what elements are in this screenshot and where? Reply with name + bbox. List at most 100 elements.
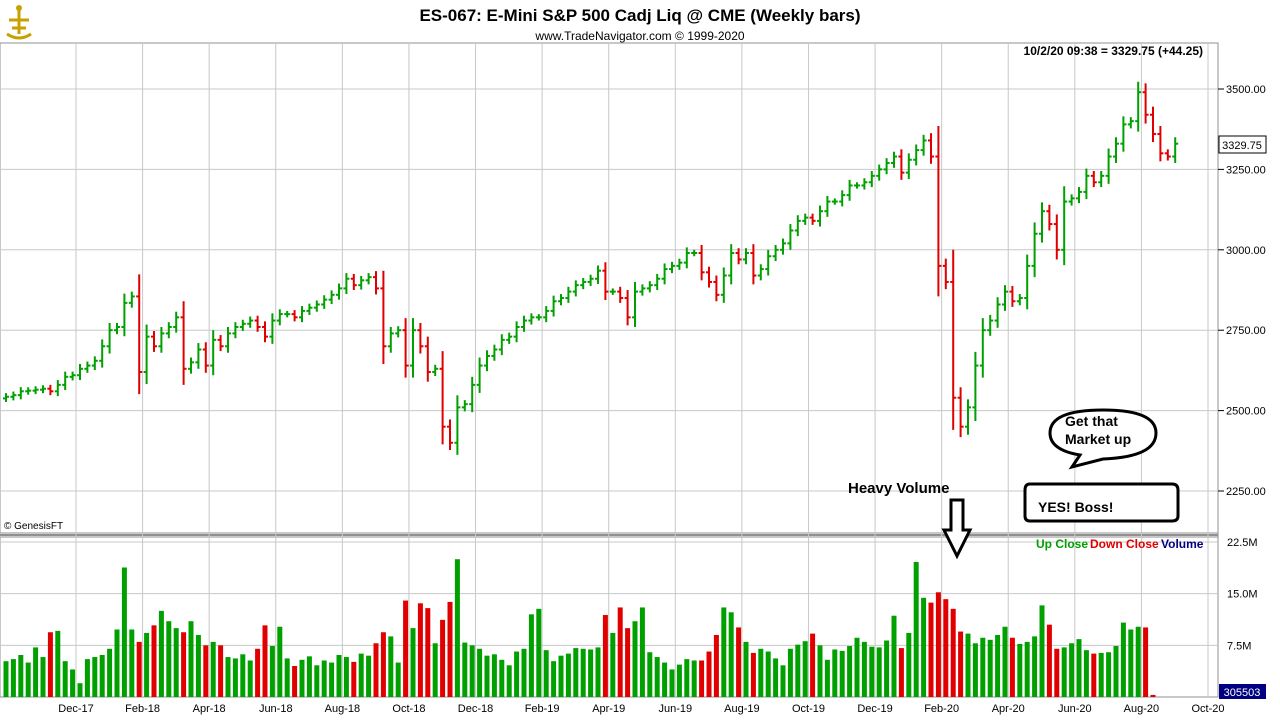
volume-bar: [691, 660, 697, 697]
ohlc-bar: [321, 295, 328, 309]
ohlc-bar: [580, 277, 587, 290]
ohlc-bar: [387, 326, 394, 353]
volume-bar: [1128, 629, 1134, 697]
ohlc-bar: [77, 363, 83, 381]
ohlc-bar: [802, 213, 809, 225]
ohlc-bar: [188, 357, 194, 374]
ohlc-bar: [587, 274, 594, 286]
ohlc-bar: [1164, 149, 1171, 161]
ohlc-bar: [639, 284, 646, 296]
ohlc-bar: [1039, 202, 1045, 243]
ohlc-bar: [765, 249, 772, 276]
volume-bar: [329, 662, 335, 697]
ohlc-bar: [461, 400, 468, 412]
ohlc-bar: [313, 300, 320, 312]
volume-bar: [921, 597, 927, 697]
price-tick-label: 3500.00: [1226, 84, 1266, 96]
volume-bar: [33, 647, 39, 697]
volume-bar: [632, 621, 638, 697]
volume-bar: [99, 654, 105, 697]
volume-bar: [188, 621, 194, 697]
ohlc-bar: [898, 149, 905, 180]
ohlc-bar: [476, 357, 483, 393]
volume-bar: [351, 661, 357, 697]
volume-bar: [1098, 652, 1104, 697]
volume-bar: [151, 625, 157, 697]
volume-bar: [713, 635, 719, 697]
volume-bar: [965, 633, 971, 697]
volume-bar: [1046, 624, 1052, 697]
volume-bar: [210, 641, 216, 697]
volume-bar: [380, 632, 386, 697]
ohlc-bar: [1053, 214, 1060, 260]
ohlc-bar: [1068, 194, 1075, 206]
ohlc-bar: [928, 133, 934, 164]
volume-bar: [684, 659, 690, 697]
x-tick-label: Aug-19: [724, 703, 759, 715]
ohlc-bar: [25, 387, 32, 395]
ohlc-bar: [846, 179, 853, 201]
chart-subtitle: www.TradeNavigator.com © 1999-2020: [534, 29, 744, 43]
volume-bar: [107, 648, 113, 697]
ohlc-bar: [380, 270, 387, 364]
volume-bar: [780, 665, 786, 697]
quote-readout: 10/2/20 09:38 = 3329.75 (+44.25): [1024, 44, 1203, 58]
ohlc-bar: [247, 316, 254, 328]
volume-bar: [373, 643, 379, 697]
volume-bar: [773, 658, 779, 697]
price-tick-label: 2750.00: [1226, 325, 1266, 337]
volume-bar: [306, 656, 312, 697]
ohlc-bar: [217, 335, 224, 352]
down-arrow-icon: [941, 498, 973, 560]
volume-bar: [654, 657, 660, 697]
ohlc-bar: [965, 399, 971, 435]
volume-bar: [832, 649, 838, 697]
ohlc-bar: [972, 351, 979, 422]
ohlc-bar: [410, 318, 416, 378]
volume-bar: [417, 603, 423, 697]
ohlc-bar: [395, 326, 402, 338]
ohlc-bar: [1098, 171, 1105, 188]
volume-bar: [77, 683, 83, 697]
volume-bar: [906, 632, 912, 697]
volume-bar: [1083, 650, 1089, 697]
trade-navigator-logo-icon: [4, 4, 34, 40]
ohlc-bar: [350, 273, 357, 290]
volume-bar: [181, 632, 187, 697]
volume-bar: [1017, 643, 1023, 697]
ohlc-bar: [1009, 285, 1016, 307]
ohlc-bar: [905, 153, 912, 180]
volume-bar: [195, 635, 201, 697]
volume-bar: [972, 643, 978, 697]
speech-bubble-yes: YES! Boss!: [1023, 482, 1180, 523]
volume-bar: [1076, 639, 1082, 697]
ohlc-bar: [565, 286, 572, 303]
ohlc-bar: [1046, 204, 1053, 231]
ohlc-bar: [1090, 171, 1097, 188]
ohlc-bar: [306, 303, 313, 315]
volume-bar: [40, 657, 46, 697]
volume-bar: [114, 629, 120, 697]
ohlc-bar: [824, 195, 831, 217]
ohlc-bar: [1113, 137, 1119, 163]
chart-title: ES-067: E-Mini S&P 500 Cadj Liq @ CME (W…: [419, 6, 860, 25]
volume-bar: [366, 655, 372, 697]
volume-bar: [25, 662, 31, 697]
ohlc-bar: [861, 178, 868, 190]
ohlc-bar: [299, 306, 305, 323]
volume-bar: [676, 664, 682, 697]
ohlc-bar: [817, 205, 823, 227]
ohlc-bar: [469, 376, 476, 413]
ohlc-bar: [691, 249, 698, 257]
ohlc-bar: [69, 371, 76, 381]
volume-bar: [958, 631, 964, 697]
ohlc-bar: [136, 274, 143, 395]
price-bars: [3, 81, 1179, 455]
ohlc-bar: [720, 267, 727, 303]
price-tick-label: 2250.00: [1226, 486, 1266, 498]
ohlc-bar: [32, 386, 39, 395]
ohlc-bar: [1061, 186, 1068, 266]
x-tick-label: Feb-20: [924, 703, 959, 715]
bubble-yes-text: YES! Boss!: [1038, 499, 1113, 515]
